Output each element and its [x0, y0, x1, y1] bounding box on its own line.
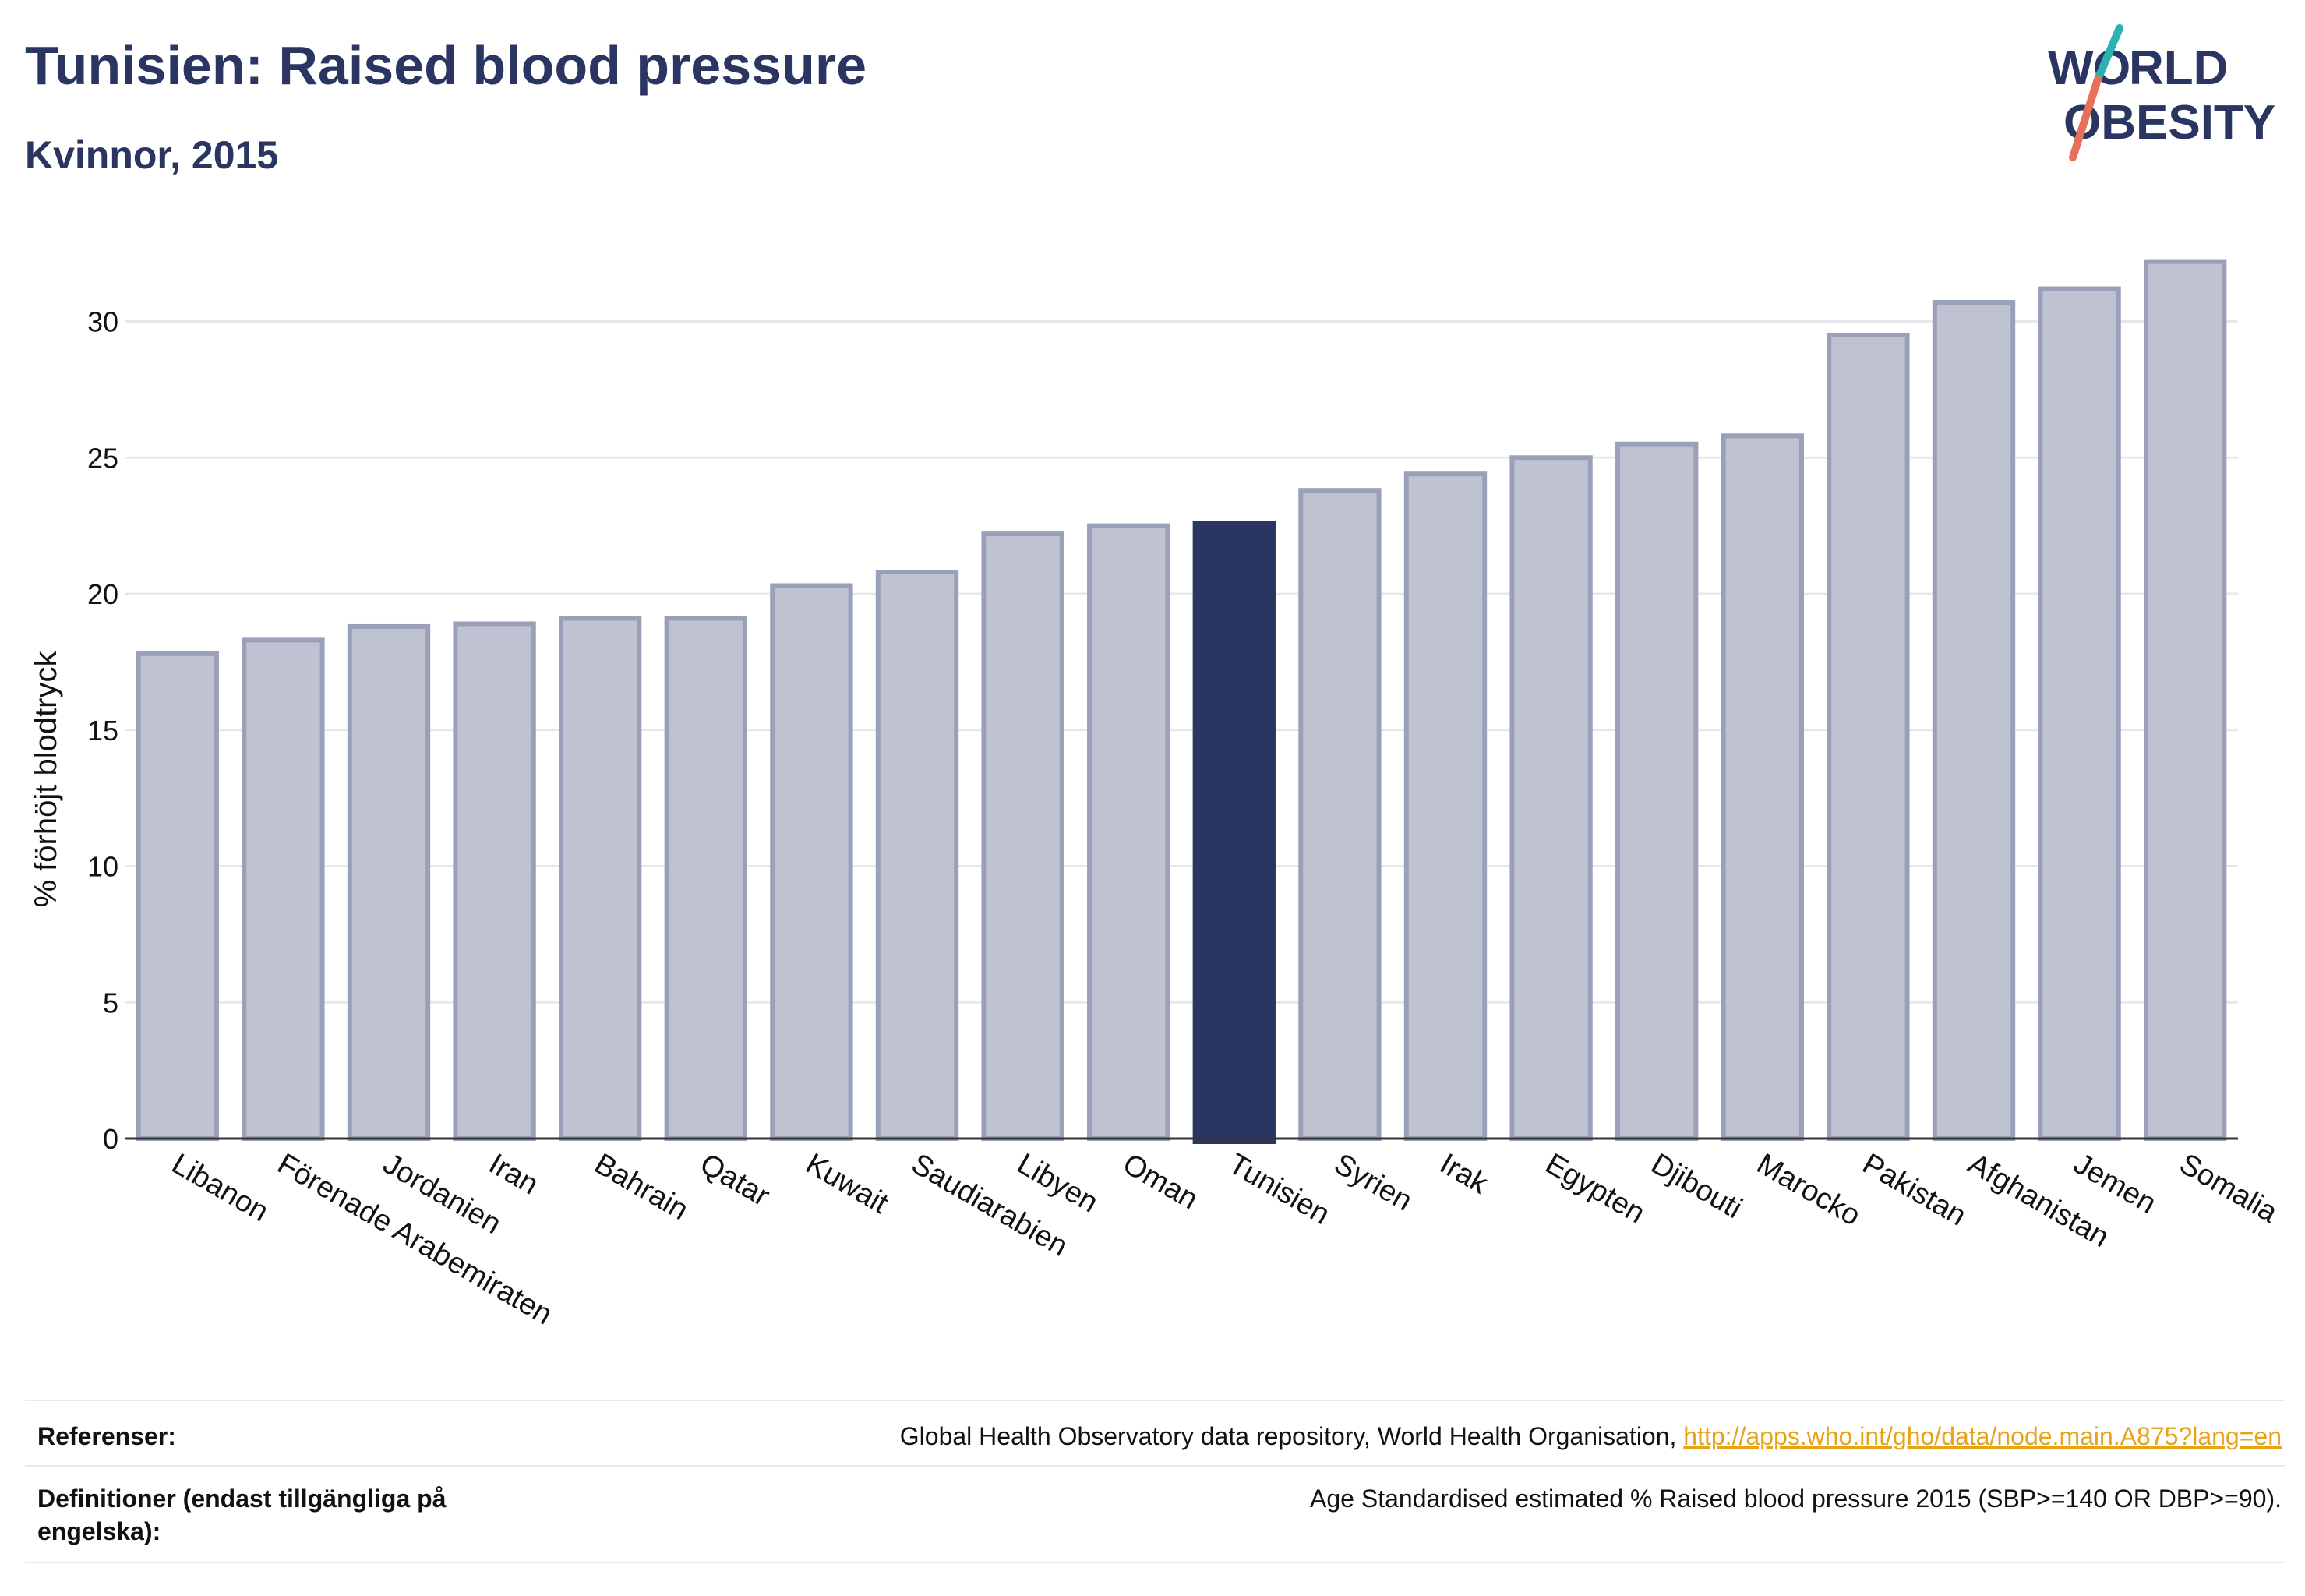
x-tick-label: Bahrain — [589, 1147, 694, 1227]
y-tick-label: 25 — [87, 442, 118, 474]
references-value: Global Health Observatory data repositor… — [900, 1420, 2282, 1453]
bar-kuwait — [770, 583, 853, 1141]
bar-afghanistan — [1932, 300, 2016, 1141]
x-tick-label: Irak — [1435, 1147, 1495, 1201]
references-label: Referenser: — [37, 1422, 176, 1450]
bar-saudiarabien — [875, 570, 959, 1141]
bar-pakistan — [1827, 332, 1910, 1142]
x-tick-label: Iran — [483, 1147, 544, 1201]
y-tick-label: 0 — [103, 1123, 118, 1155]
bar-libyen — [981, 531, 1064, 1141]
bar-iran — [453, 621, 536, 1141]
y-tick-label: 10 — [87, 851, 118, 883]
bar-marocko — [1721, 433, 1804, 1141]
bars — [136, 259, 2227, 1144]
y-tick-label: 5 — [103, 987, 118, 1019]
x-tick-label: Pakistan — [1857, 1147, 1971, 1232]
chart-subtitle: Kvinnor, 2015 — [25, 133, 279, 177]
x-tick-label: Djibouti — [1646, 1147, 1748, 1225]
svg-text:OBESITY: OBESITY — [2063, 96, 2275, 150]
x-tick-label: Marocko — [1751, 1147, 1866, 1232]
x-tick-label: Tunisien — [1223, 1147, 1335, 1231]
x-tick-label: Libanon — [166, 1147, 274, 1228]
footer-divider-middle — [25, 1465, 2285, 1467]
bar-jemen — [2038, 286, 2121, 1141]
x-tick-label: Syrien — [1329, 1147, 1417, 1217]
bar-tunisien — [1192, 521, 1276, 1144]
bar-somalia — [2144, 259, 2227, 1141]
x-tick-label: Egypten — [1540, 1147, 1650, 1230]
world-obesity-logo: W O RLD OBESITY — [2048, 24, 2275, 161]
y-axis-label: % förhöjt blodtryck — [29, 650, 63, 907]
y-tick-label: 30 — [87, 306, 118, 338]
bar-syrien — [1298, 488, 1382, 1141]
bar-egypten — [1509, 455, 1593, 1141]
bar-jordanien — [347, 623, 431, 1141]
x-tick-label: Qatar — [694, 1147, 775, 1213]
y-axis-ticks: 0 5 10 15 20 25 30 — [87, 306, 118, 1156]
x-tick-label: Somalia — [2174, 1147, 2284, 1229]
bar-djibouti — [1615, 441, 1699, 1141]
references-link[interactable]: http://apps.who.int/gho/data/node.main.A… — [1683, 1422, 2282, 1450]
x-tick-label: Kuwait — [800, 1147, 894, 1220]
bar-förenade-arabemiraten — [242, 637, 325, 1141]
bar-libanon — [136, 651, 219, 1141]
definitions-value: Age Standardised estimated % Raised bloo… — [1310, 1485, 2282, 1513]
bar-qatar — [664, 616, 747, 1141]
references-text: Global Health Observatory data repositor… — [899, 1422, 1684, 1450]
bar-irak — [1403, 471, 1488, 1141]
footer-divider-top — [25, 1400, 2285, 1401]
bar-oman — [1087, 523, 1170, 1141]
svg-text:W: W — [2048, 41, 2094, 95]
y-tick-label: 20 — [87, 578, 118, 610]
chart-title: Tunisien: Raised blood pressure — [25, 35, 867, 96]
svg-text:RLD: RLD — [2129, 41, 2228, 95]
x-tick-label: Oman — [1117, 1147, 1204, 1216]
definitions-label: Definitioner (endast tillgängliga på eng… — [37, 1485, 447, 1545]
y-tick-label: 15 — [87, 715, 118, 747]
bar-bahrain — [559, 616, 642, 1141]
footer-divider-bottom — [25, 1562, 2285, 1563]
grid-lines — [125, 320, 2238, 1004]
